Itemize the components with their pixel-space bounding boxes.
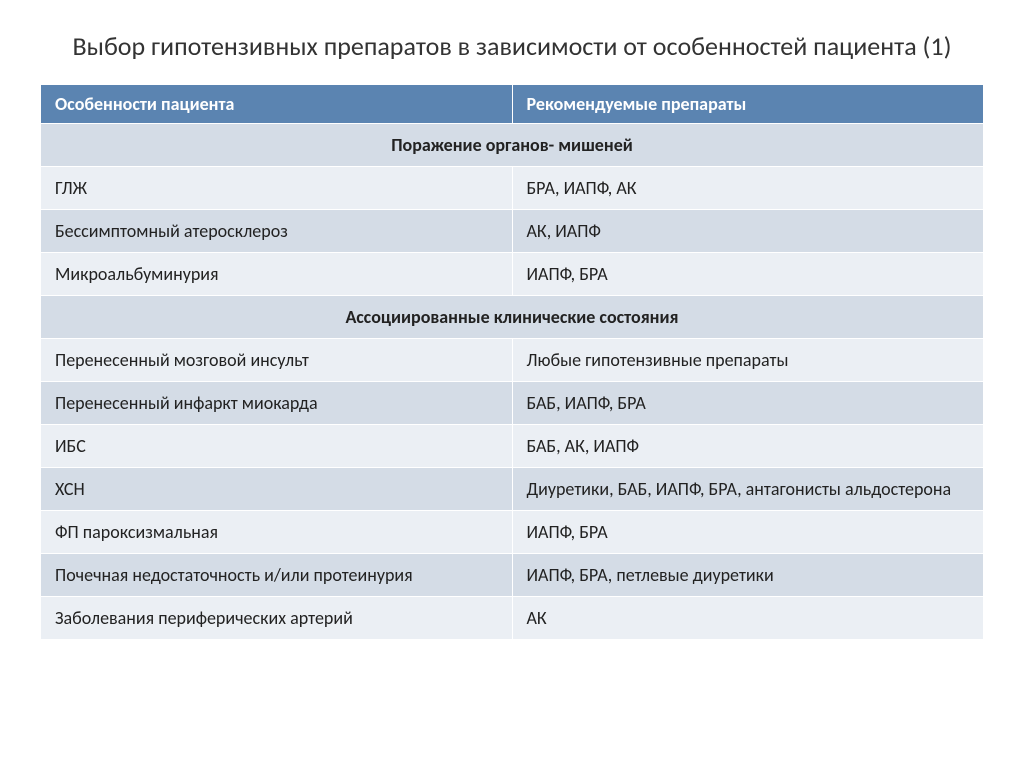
cell-drugs: ИАПФ, БРА bbox=[512, 252, 984, 295]
cell-condition: Почечная недостаточность и/или протеинур… bbox=[41, 553, 513, 596]
table-row: ИБС БАБ, АК, ИАПФ bbox=[41, 424, 984, 467]
table-header-row: Особенности пациента Рекомендуемые препа… bbox=[41, 84, 984, 123]
table-row: ХСН Диуретики, БАБ, ИАПФ, БРА, антагонис… bbox=[41, 467, 984, 510]
table-row: ГЛЖ БРА, ИАПФ, АК bbox=[41, 166, 984, 209]
section-title: Поражение органов- мишеней bbox=[41, 123, 984, 166]
cell-condition: ФП пароксизмальная bbox=[41, 510, 513, 553]
cell-drugs: АК bbox=[512, 596, 984, 639]
section-header-row: Поражение органов- мишеней bbox=[41, 123, 984, 166]
column-header: Особенности пациента bbox=[41, 84, 513, 123]
cell-condition: Заболевания периферических артерий bbox=[41, 596, 513, 639]
section-title: Ассоциированные клинические состояния bbox=[41, 295, 984, 338]
table-row: Заболевания периферических артерий АК bbox=[41, 596, 984, 639]
cell-drugs: Диуретики, БАБ, ИАПФ, БРА, антагонисты а… bbox=[512, 467, 984, 510]
cell-drugs: БАБ, АК, ИАПФ bbox=[512, 424, 984, 467]
cell-drugs: АК, ИАПФ bbox=[512, 209, 984, 252]
table-row: Почечная недостаточность и/или протеинур… bbox=[41, 553, 984, 596]
table-row: Перенесенный инфаркт миокарда БАБ, ИАПФ,… bbox=[41, 381, 984, 424]
cell-condition: Микроальбуминурия bbox=[41, 252, 513, 295]
column-header: Рекомендуемые препараты bbox=[512, 84, 984, 123]
cell-condition: ГЛЖ bbox=[41, 166, 513, 209]
cell-drugs: БАБ, ИАПФ, БРА bbox=[512, 381, 984, 424]
cell-drugs: БРА, ИАПФ, АК bbox=[512, 166, 984, 209]
table-row: ФП пароксизмальная ИАПФ, БРА bbox=[41, 510, 984, 553]
table-row: Бессимптомный атеросклероз АК, ИАПФ bbox=[41, 209, 984, 252]
cell-drugs: ИАПФ, БРА bbox=[512, 510, 984, 553]
cell-condition: ИБС bbox=[41, 424, 513, 467]
section-header-row: Ассоциированные клинические состояния bbox=[41, 295, 984, 338]
cell-condition: ХСН bbox=[41, 467, 513, 510]
table-row: Перенесенный мозговой инсульт Любые гипо… bbox=[41, 338, 984, 381]
cell-condition: Перенесенный инфаркт миокарда bbox=[41, 381, 513, 424]
cell-drugs: ИАПФ, БРА, петлевые диуретики bbox=[512, 553, 984, 596]
page-title: Выбор гипотензивных препаратов в зависим… bbox=[40, 30, 984, 64]
cell-condition: Перенесенный мозговой инсульт bbox=[41, 338, 513, 381]
cell-condition: Бессимптомный атеросклероз bbox=[41, 209, 513, 252]
drug-selection-table: Особенности пациента Рекомендуемые препа… bbox=[40, 84, 984, 640]
cell-drugs: Любые гипотензивные препараты bbox=[512, 338, 984, 381]
table-row: Микроальбуминурия ИАПФ, БРА bbox=[41, 252, 984, 295]
